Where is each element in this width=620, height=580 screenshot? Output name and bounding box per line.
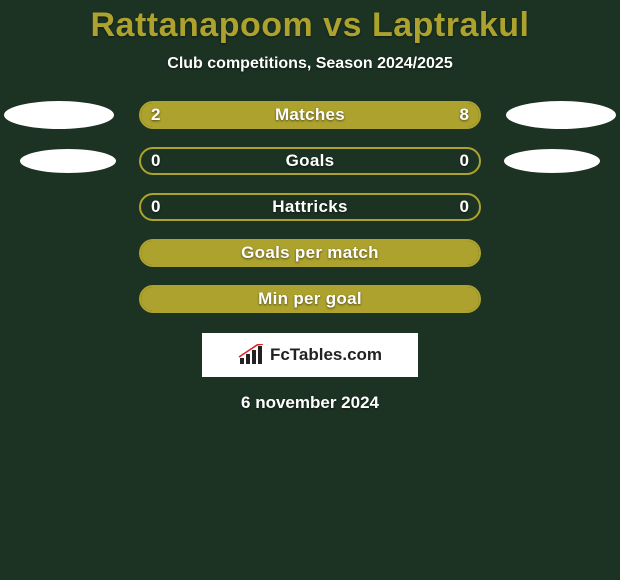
logo-text: FcTables.com (270, 345, 382, 365)
player-left-oval (4, 101, 114, 129)
stat-label: Hattricks (141, 195, 479, 219)
stat-value-right: 0 (460, 149, 469, 173)
stat-row-min-per-goal: Min per goal (0, 285, 620, 313)
fctables-logo: FcTables.com (202, 333, 418, 377)
player-left-oval (20, 149, 116, 173)
stat-bar: 0 Goals 0 (139, 147, 481, 175)
stat-row-matches: 2 Matches 8 (0, 101, 620, 129)
stat-row-hattricks: 0 Hattricks 0 (0, 193, 620, 221)
stat-bar: 0 Hattricks 0 (139, 193, 481, 221)
stat-label: Min per goal (141, 287, 479, 311)
stat-bar: Goals per match (139, 239, 481, 267)
stat-value-right: 0 (460, 195, 469, 219)
stat-bar: Min per goal (139, 285, 481, 313)
stat-row-goals: 0 Goals 0 (0, 147, 620, 175)
stat-value-right: 8 (460, 103, 469, 127)
stat-rows: 2 Matches 8 0 Goals 0 0 Hattricks 0 Go (0, 101, 620, 313)
page-title: Rattanapoom vs Laptrakul (0, 0, 620, 45)
stat-bar: 2 Matches 8 (139, 101, 481, 129)
stat-label: Goals per match (141, 241, 479, 265)
stat-label: Goals (141, 149, 479, 173)
stat-label: Matches (141, 103, 479, 127)
player-right-oval (504, 149, 600, 173)
player-right-oval (506, 101, 616, 129)
subtitle: Club competitions, Season 2024/2025 (0, 55, 620, 73)
stat-row-goals-per-match: Goals per match (0, 239, 620, 267)
date-label: 6 november 2024 (0, 393, 620, 413)
bar-chart-icon (238, 344, 264, 366)
